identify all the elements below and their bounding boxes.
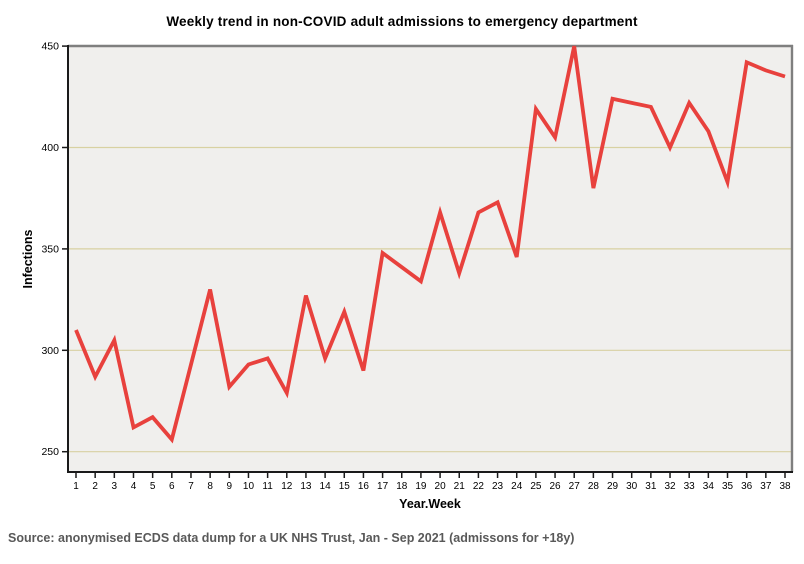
x-axis-title: Year.Week <box>399 497 461 511</box>
x-tick-label: 31 <box>645 481 657 492</box>
plot-area <box>68 46 792 472</box>
trend-line <box>74 45 786 444</box>
x-tick-label: 18 <box>396 481 408 492</box>
x-tick-label: 13 <box>300 481 312 492</box>
x-tick-label: 12 <box>281 481 293 492</box>
x-tick-label: 4 <box>131 481 137 492</box>
y-tick-label: 400 <box>41 142 59 154</box>
x-tick-label: 20 <box>435 481 447 492</box>
x-tick-label: 24 <box>511 481 523 492</box>
y-tick-label: 350 <box>41 243 59 255</box>
x-tick-label: 10 <box>243 481 255 492</box>
chart-title: Weekly trend in non-COVID adult admissio… <box>166 14 638 29</box>
x-tick-label: 11 <box>262 481 273 492</box>
x-tick-label: 7 <box>188 481 194 492</box>
x-tick-label: 35 <box>722 481 734 492</box>
x-tick-label: 27 <box>569 481 581 492</box>
x-tick-label: 3 <box>112 481 118 492</box>
x-tick-label: 21 <box>454 481 466 492</box>
x-tick-label: 33 <box>684 481 696 492</box>
y-axis-title: Infections <box>21 229 35 289</box>
x-tick-label: 22 <box>473 481 485 492</box>
x-tick-label: 36 <box>741 481 753 492</box>
y-tick-label: 300 <box>41 345 59 357</box>
x-tick-label: 28 <box>588 481 600 492</box>
x-tick-label: 8 <box>207 481 213 492</box>
x-tick-label: 14 <box>320 481 332 492</box>
source-text: Source: anonymised ECDS data dump for a … <box>8 531 575 545</box>
x-tick-label: 38 <box>779 481 791 492</box>
x-tick-label: 1 <box>73 481 79 492</box>
x-tick-label: 34 <box>703 481 715 492</box>
y-tick-label: 450 <box>41 41 59 53</box>
x-tick-label: 23 <box>492 481 504 492</box>
x-tick-label: 32 <box>664 481 676 492</box>
x-tick-label: 5 <box>150 481 156 492</box>
x-tick-label: 37 <box>760 481 772 492</box>
x-tick-label: 6 <box>169 481 175 492</box>
x-tick-label: 25 <box>530 481 542 492</box>
x-tick-label: 16 <box>358 481 370 492</box>
x-tick-label: 26 <box>549 481 561 492</box>
x-tick-label: 29 <box>607 481 619 492</box>
x-tick-label: 15 <box>339 481 351 492</box>
x-tick-label: 9 <box>227 481 233 492</box>
x-tick-label: 2 <box>92 481 98 492</box>
x-tick-label: 17 <box>377 481 389 492</box>
y-tick-label: 250 <box>41 446 59 458</box>
x-tick-label: 19 <box>415 481 427 492</box>
x-tick-label: 30 <box>626 481 638 492</box>
